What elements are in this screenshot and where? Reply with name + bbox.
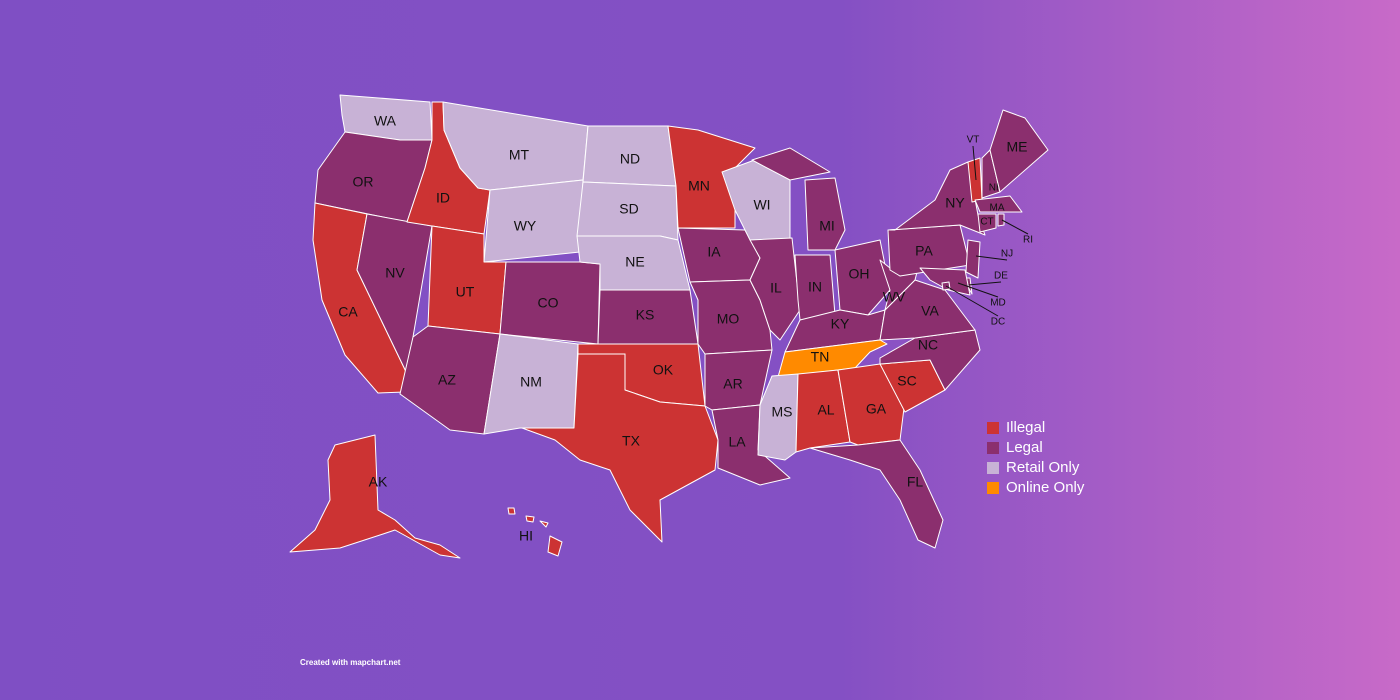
legend-swatch xyxy=(987,442,999,454)
state-label: IA xyxy=(707,244,721,260)
state xyxy=(289,434,461,559)
state xyxy=(525,515,535,523)
legend-swatch xyxy=(987,422,999,434)
state-label: NV xyxy=(385,265,405,281)
state-label: MS xyxy=(772,404,793,420)
state-label: AL xyxy=(817,402,834,418)
state-label: CT xyxy=(980,217,993,228)
state-label: DE xyxy=(994,271,1008,282)
state-label: SD xyxy=(619,201,638,217)
legend-label: Legal xyxy=(1006,439,1043,456)
state-label: MD xyxy=(990,298,1006,309)
leader-line xyxy=(957,282,999,298)
leader-line xyxy=(972,145,977,181)
state-label: SC xyxy=(897,373,916,389)
state xyxy=(804,177,846,251)
state xyxy=(997,213,1005,227)
state-label: HI xyxy=(519,528,533,544)
state-label: WV xyxy=(883,289,906,305)
state xyxy=(749,237,801,341)
state-label: VT xyxy=(967,135,980,146)
state-label: TN xyxy=(811,349,830,365)
legend-label: Illegal xyxy=(1006,419,1045,436)
state xyxy=(809,439,944,549)
state xyxy=(977,213,997,233)
state xyxy=(539,520,549,528)
state-label: NE xyxy=(625,254,644,270)
legend-label: Online Only xyxy=(1006,479,1085,496)
state-label: AK xyxy=(369,474,388,490)
state-label: OR xyxy=(353,174,374,190)
state-label: MN xyxy=(688,178,710,194)
state xyxy=(965,239,981,279)
legend-swatch xyxy=(987,462,999,474)
state-label: LA xyxy=(728,434,746,450)
state-label: GA xyxy=(866,401,887,417)
state-label: ID xyxy=(436,190,450,206)
state-label: OK xyxy=(653,362,674,378)
legend-swatch xyxy=(987,482,999,494)
state xyxy=(989,109,1049,193)
state-label: CA xyxy=(338,304,358,320)
leader-line xyxy=(975,255,1008,261)
state-label: AZ xyxy=(438,372,456,388)
state-label: MO xyxy=(717,311,740,327)
leader-line xyxy=(967,281,1002,286)
state xyxy=(547,535,563,557)
state xyxy=(974,195,1023,213)
state-label: DC xyxy=(991,317,1005,328)
state-label: MI xyxy=(819,218,835,234)
state-label: UT xyxy=(456,284,475,300)
state-label: KY xyxy=(831,316,850,332)
state-label: IN xyxy=(808,279,822,295)
state-label: OH xyxy=(849,266,870,282)
state-label: KS xyxy=(636,307,655,323)
state xyxy=(507,507,516,515)
state-label: FL xyxy=(907,474,924,490)
state xyxy=(879,279,976,341)
state xyxy=(919,267,971,296)
state-label: WY xyxy=(514,218,537,234)
state-label: TX xyxy=(622,433,641,449)
state-label: VA xyxy=(921,303,939,319)
state-label: PA xyxy=(915,243,933,259)
leader-line xyxy=(945,285,999,317)
footer: Created with mapchart.net xyxy=(300,658,401,667)
state-label: IL xyxy=(770,280,782,296)
state-label: MA xyxy=(990,203,1005,214)
state-label: ND xyxy=(620,151,640,167)
state-label: ME xyxy=(1007,139,1028,155)
state xyxy=(795,369,851,453)
state-label: MT xyxy=(509,147,530,163)
state-label: AR xyxy=(723,376,742,392)
state xyxy=(887,224,971,277)
state-label: NM xyxy=(520,374,542,390)
state xyxy=(521,353,719,543)
leader-line xyxy=(1001,219,1029,235)
state-label: WI xyxy=(753,197,770,213)
state-label: CO xyxy=(538,295,559,311)
state-label: NC xyxy=(918,337,938,353)
state xyxy=(834,239,891,316)
state-label: RI xyxy=(1023,235,1033,246)
state-label: NH xyxy=(989,183,1003,194)
state xyxy=(751,147,831,181)
state-label: WA xyxy=(374,113,397,129)
state-label: NJ xyxy=(1001,249,1013,260)
state-label: NY xyxy=(945,195,965,211)
legend-label: Retail Only xyxy=(1006,459,1080,476)
